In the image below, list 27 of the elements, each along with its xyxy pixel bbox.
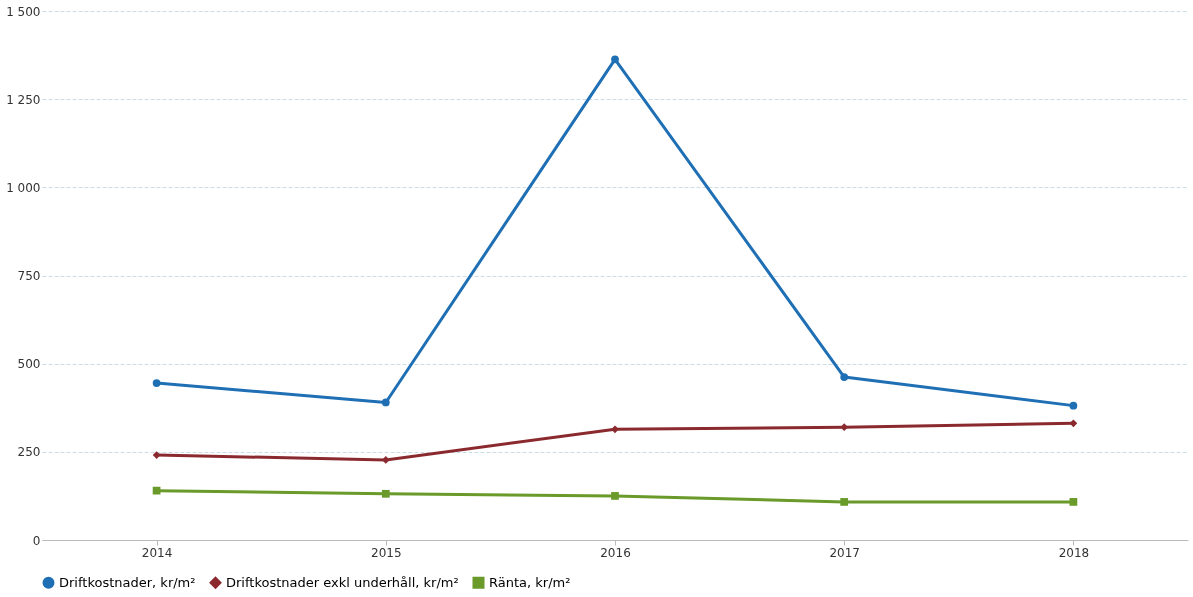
x-tick-label: 2018 bbox=[1058, 545, 1090, 560]
x-tick-label: 2014 bbox=[141, 545, 173, 560]
y-tick-label: 250 bbox=[17, 445, 41, 460]
legend-label: Ränta, kr/m² bbox=[489, 574, 571, 590]
point bbox=[381, 489, 390, 498]
point bbox=[381, 398, 390, 407]
point bbox=[1069, 498, 1078, 506]
point bbox=[1069, 419, 1078, 428]
point bbox=[840, 498, 849, 506]
point bbox=[611, 492, 619, 500]
y-tick-label: 0 bbox=[32, 533, 41, 548]
y-tick-label: 1 250 bbox=[6, 92, 41, 107]
point bbox=[611, 425, 619, 434]
point bbox=[840, 373, 849, 381]
y-tick-label: 1 500 bbox=[6, 4, 41, 19]
point bbox=[152, 451, 161, 459]
point bbox=[1069, 401, 1078, 410]
legend-label: Driftkostnader, kr/m² bbox=[59, 574, 196, 590]
y-tick-label: 750 bbox=[17, 269, 41, 283]
x-tick-label: 2015 bbox=[371, 545, 402, 560]
x-tick-label: 2017 bbox=[829, 545, 860, 560]
legend-label: Driftkostnader exkl underhåll, kr/m² bbox=[226, 574, 459, 590]
y-tick-label: 500 bbox=[17, 357, 41, 372]
y-tick-label: 1 000 bbox=[6, 180, 41, 195]
point bbox=[152, 379, 161, 387]
x-tick-label: 2016 bbox=[600, 545, 631, 560]
point bbox=[611, 55, 619, 64]
